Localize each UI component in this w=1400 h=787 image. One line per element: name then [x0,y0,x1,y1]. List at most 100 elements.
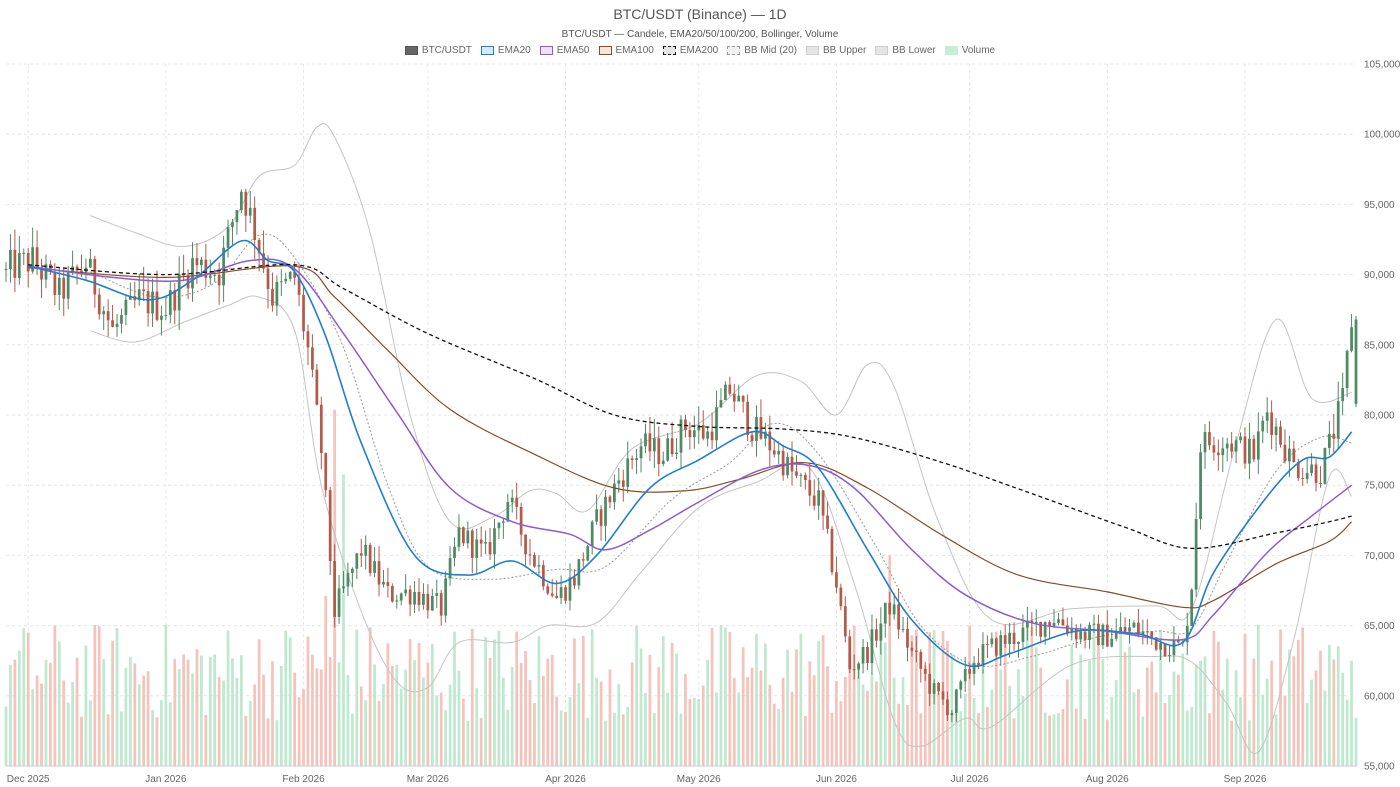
volume-bar [346,675,350,766]
volume-bar [1261,694,1265,766]
x-tick-label: May 2026 [677,774,721,785]
legend-item-ema200[interactable]: EMA200 [662,45,718,56]
volume-bar [790,691,794,766]
volume-bar [102,658,106,766]
candle-body [568,577,572,601]
legend-item-volume[interactable]: Volume [944,45,995,56]
volume-bar [1292,656,1296,766]
candle-body [1039,621,1043,637]
candle-body [417,591,421,605]
legend-item-btcusdt[interactable]: BTC/USDT [404,45,472,56]
volume-bar [573,638,576,766]
candle-body [617,480,621,484]
volume-bar [470,628,474,766]
candle-body [755,417,758,441]
y-tick-label: 60,000 [1364,691,1395,702]
volume-bar [146,671,150,766]
volume-bar [453,631,456,766]
volume-bar [812,675,816,766]
candle-body [555,595,559,598]
candle-body [1279,426,1282,445]
candle-body [537,565,541,567]
candle-body [1026,620,1029,628]
volume-bar [177,669,181,766]
candle-body [284,278,288,282]
volume-bar [293,672,297,766]
volume-bar [164,624,168,766]
candle-body [1119,627,1123,631]
candle-body [1314,464,1318,483]
candle-body [524,534,527,555]
volume-bar [1074,708,1078,766]
candle-body [231,222,234,228]
candle-body [692,430,696,438]
candle-body [430,595,434,611]
volume-bar [1132,692,1136,766]
volume-bar [826,666,829,766]
legend-swatch [662,46,676,55]
volume-bar [724,627,727,766]
volume-bar [1216,641,1220,766]
candle-body [768,431,772,451]
candle-body [639,446,643,459]
legend-item-ema100[interactable]: EMA100 [598,45,654,56]
candle-body [395,600,399,602]
volume-bar [17,650,21,766]
volume-bar [351,713,354,766]
volume-bar [244,715,248,766]
candle-body [1092,623,1096,625]
volume-bar [408,639,412,766]
volume-bar [848,652,852,766]
axes: 55,000 60,000 65,000 70,000 75,000 80,000 85,0… [6,60,1400,785]
candle-body [1065,625,1069,633]
volume-bar [1017,669,1020,766]
candle-body [213,274,217,276]
candle-body [160,315,163,320]
candle-body [1105,624,1109,647]
ema20-line [28,239,1353,668]
volume-bar [559,710,563,766]
candle-body [26,252,30,272]
legend-item-bb-mid[interactable]: BB Mid (20) [727,45,797,56]
volume-bar [1283,695,1287,766]
legend-item-bb-upper[interactable]: BB Upper [806,45,866,56]
bb-upper-line [90,123,1352,626]
volume-bar [1043,712,1047,766]
volume-bar [1008,685,1011,766]
candle-body [466,530,470,544]
candle-body [888,602,892,615]
legend-item-bb-lower[interactable]: BB Lower [875,45,936,56]
legend-swatch [806,46,820,55]
volume-bar [311,654,314,766]
volume-bar [675,653,678,766]
volume-bar [652,712,656,766]
candle-body [1088,624,1091,641]
candle-body [306,331,310,348]
candle-body [1137,622,1140,635]
volume-bar [879,625,883,766]
volume-bar [200,655,203,766]
volume-bar [1114,680,1118,766]
candle-body [364,544,368,556]
volume-bar [1319,650,1322,766]
candle-body [1301,478,1305,480]
volume-bar [1323,690,1327,766]
legend-item-ema20[interactable]: EMA20 [480,45,531,56]
candle-body [1288,448,1291,462]
candle-body [49,264,52,272]
volume-bar [1341,672,1345,766]
volume-bar [288,637,292,766]
volume-bar [57,641,61,766]
candle-body [182,274,186,276]
candle-body [1008,632,1011,644]
volume-bar [213,654,217,766]
volume-bar [49,663,52,766]
candle-body [1154,637,1158,650]
volume-bar [160,700,163,766]
legend-item-ema50[interactable]: EMA50 [539,45,590,56]
volume-bar [1199,660,1202,766]
volume-bar [80,716,83,766]
candle-body [817,490,821,506]
volume-bar [337,662,341,766]
